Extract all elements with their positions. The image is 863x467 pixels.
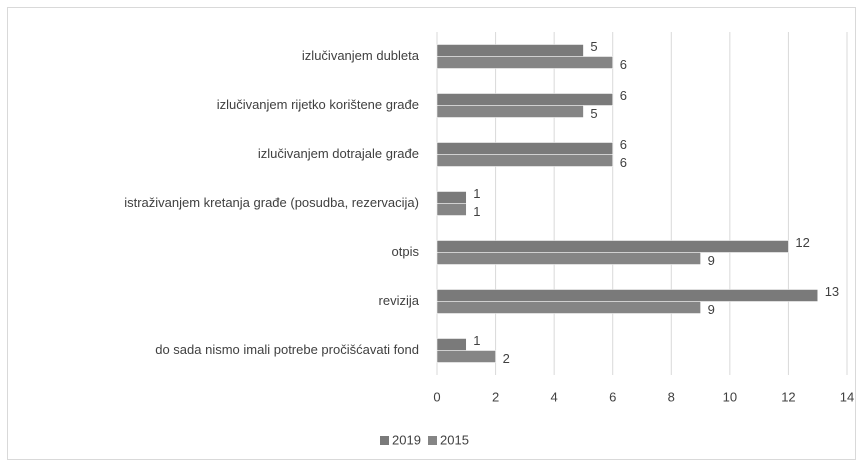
x-tick-label: 14 bbox=[840, 389, 854, 404]
bar bbox=[436, 350, 496, 363]
bar bbox=[436, 105, 584, 118]
y-tick-label: izlučivanjem rijetko korištene građe bbox=[217, 97, 419, 112]
value-label: 5 bbox=[590, 106, 597, 121]
bar bbox=[436, 93, 613, 106]
x-tick-label: 10 bbox=[723, 389, 737, 404]
x-tick-label: 2 bbox=[492, 389, 499, 404]
legend-swatch bbox=[428, 436, 437, 445]
legend-label: 2015 bbox=[440, 432, 469, 447]
bar bbox=[436, 191, 467, 204]
legend-label: 2019 bbox=[392, 432, 421, 447]
bar bbox=[436, 154, 613, 167]
y-tick-label: istraživanjem kretanja građe (posudba, r… bbox=[124, 195, 419, 210]
x-tick-label: 0 bbox=[433, 389, 440, 404]
chart-frame bbox=[7, 7, 856, 460]
y-tick-label: revizija bbox=[379, 293, 420, 308]
value-label: 1 bbox=[473, 186, 480, 201]
value-label: 9 bbox=[708, 253, 715, 268]
y-tick-label: do sada nismo imali potrebe pročišćavati… bbox=[155, 342, 419, 357]
value-label: 9 bbox=[708, 302, 715, 317]
value-label: 5 bbox=[590, 39, 597, 54]
legend-swatch bbox=[380, 436, 389, 445]
bar bbox=[436, 203, 467, 216]
value-label: 1 bbox=[473, 204, 480, 219]
value-label: 6 bbox=[620, 57, 627, 72]
bar bbox=[436, 301, 701, 314]
value-label: 6 bbox=[620, 137, 627, 152]
value-label: 2 bbox=[503, 351, 510, 366]
value-label: 6 bbox=[620, 88, 627, 103]
bar bbox=[436, 240, 789, 253]
x-tick-label: 8 bbox=[668, 389, 675, 404]
y-tick-label: izlučivanjem dubleta bbox=[302, 48, 420, 63]
value-label: 6 bbox=[620, 155, 627, 170]
x-tick-label: 4 bbox=[551, 389, 558, 404]
bar bbox=[436, 338, 467, 351]
x-tick-label: 12 bbox=[781, 389, 795, 404]
bar bbox=[436, 289, 818, 302]
bar bbox=[436, 44, 584, 57]
bar bbox=[436, 56, 613, 69]
bar bbox=[436, 252, 701, 265]
x-tick-label: 6 bbox=[609, 389, 616, 404]
y-tick-label: otpis bbox=[392, 244, 420, 259]
value-label: 12 bbox=[795, 235, 809, 250]
value-label: 13 bbox=[825, 284, 839, 299]
value-label: 1 bbox=[473, 333, 480, 348]
bar bbox=[436, 142, 613, 155]
y-tick-label: izlučivanjem dotrajale građe bbox=[258, 146, 419, 161]
